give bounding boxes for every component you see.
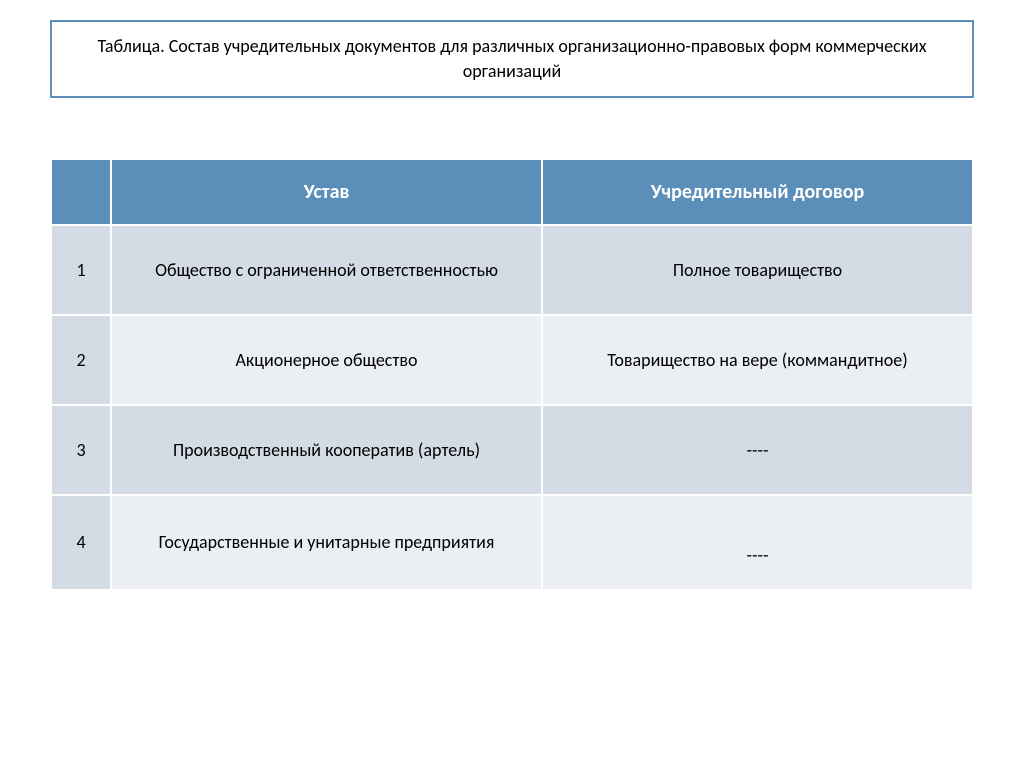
table-row: 4 Государственные и унитарные предприяти… <box>51 495 973 590</box>
contract-cell: Полное товарищество <box>542 225 973 315</box>
row-number: 4 <box>51 495 111 590</box>
row-number: 2 <box>51 315 111 405</box>
charter-cell: Производственный кооператив (артель) <box>111 405 542 495</box>
title-container: Таблица. Состав учредительных документов… <box>50 20 974 98</box>
page-title: Таблица. Состав учредительных документов… <box>92 34 932 84</box>
table-header-contract: Учредительный договор <box>542 159 973 225</box>
row-number: 1 <box>51 225 111 315</box>
table-row: 3 Производственный кооператив (артель) -… <box>51 405 973 495</box>
contract-cell: ---- <box>542 495 973 590</box>
charter-cell: Государственные и унитарные предприятия <box>111 495 542 590</box>
table-row: 2 Акционерное общество Товарищество на в… <box>51 315 973 405</box>
table-row: 1 Общество с ограниченной ответственност… <box>51 225 973 315</box>
contract-cell: ---- <box>542 405 973 495</box>
table-header-row: Устав Учредительный договор <box>51 159 973 225</box>
documents-table: Устав Учредительный договор 1 Общество с… <box>50 158 974 591</box>
contract-cell: Товарищество на вере (коммандитное) <box>542 315 973 405</box>
charter-cell: Акционерное общество <box>111 315 542 405</box>
charter-cell: Общество с ограниченной ответственностью <box>111 225 542 315</box>
table-header-charter: Устав <box>111 159 542 225</box>
row-number: 3 <box>51 405 111 495</box>
table-header-num <box>51 159 111 225</box>
